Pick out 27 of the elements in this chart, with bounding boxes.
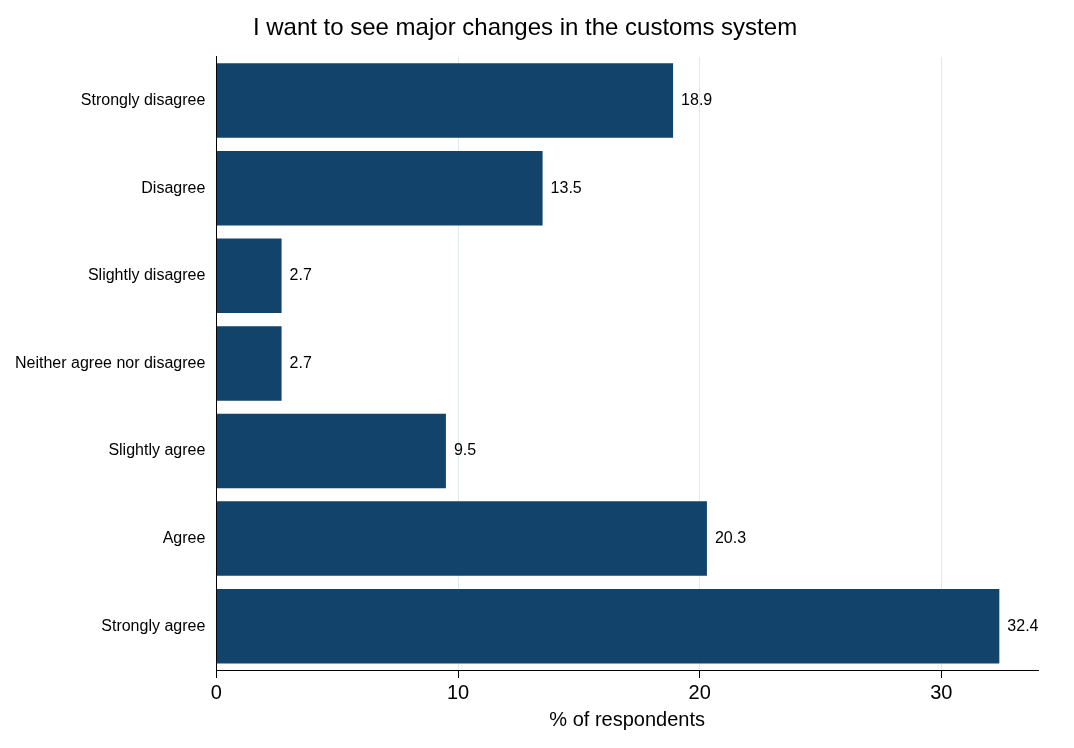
- y-tick-label: Neither agree nor disagree: [14, 353, 206, 371]
- data-label: 2.7: [289, 266, 312, 284]
- chart-title: I want to see major changes in the customs system: [252, 13, 798, 41]
- data-label: 32.4: [1007, 616, 1039, 634]
- data-label: 18.9: [681, 91, 713, 109]
- y-tick-label: Agree: [162, 529, 206, 547]
- bar: [216, 501, 707, 576]
- bar: [216, 150, 543, 226]
- bar: [216, 238, 282, 314]
- y-tick-label: Slightly disagree: [87, 266, 206, 284]
- x-tick-label: 30: [930, 680, 953, 703]
- data-label: 9.5: [453, 441, 477, 459]
- y-tick-label: Disagree: [141, 178, 206, 196]
- y-tick-label: Strongly agree: [101, 616, 206, 634]
- x-axis-title: % of respondents: [549, 707, 705, 730]
- data-label: 20.3: [714, 529, 747, 547]
- y-tick-label: Slightly agree: [108, 441, 206, 459]
- x-tick-label: 10: [446, 680, 470, 703]
- bar: [216, 326, 282, 401]
- x-tick-label: 20: [688, 680, 711, 703]
- bar: [216, 63, 674, 138]
- y-tick-label: Strongly disagree: [80, 91, 206, 109]
- x-tick-label: 0: [210, 680, 222, 703]
- bar: [216, 413, 446, 489]
- data-label: 2.7: [289, 353, 312, 371]
- bar: [216, 588, 1000, 664]
- data-label: 13.5: [550, 178, 582, 196]
